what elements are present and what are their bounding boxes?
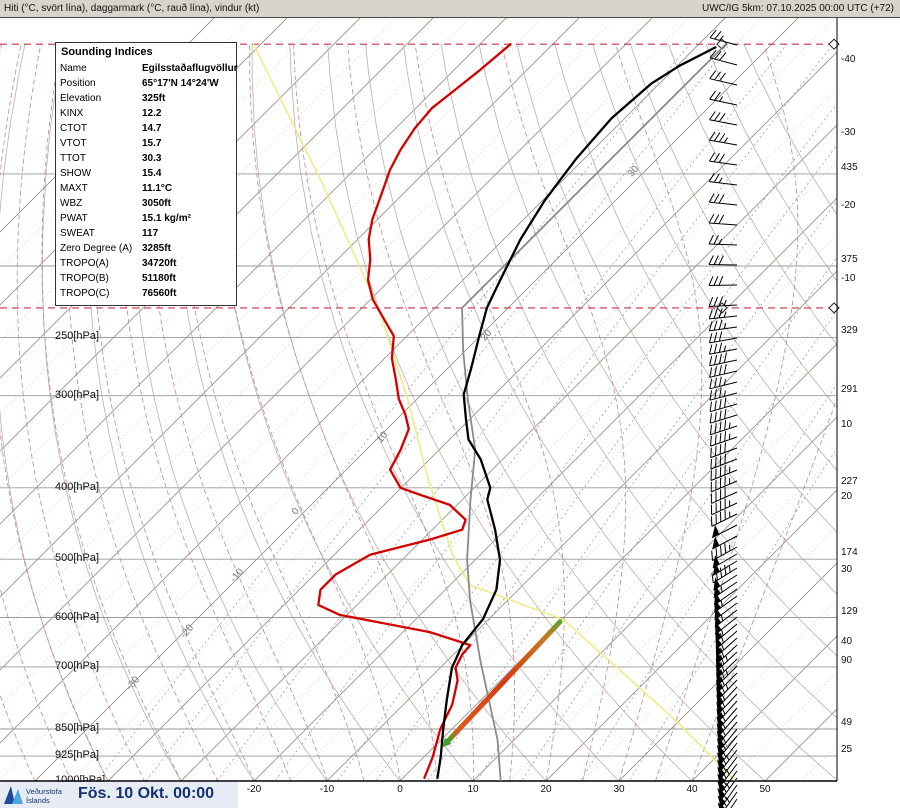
sounding-indices-box: Sounding Indices Name Egilsstaðaflugvöllu… [55,42,238,306]
logo-text-line2: Íslands [26,796,50,805]
standard-atmosphere-curve [461,43,727,781]
index-name: TROPO(C) [60,288,110,299]
index-value: 11.1°C [142,183,173,194]
index-value: 15.4 [142,168,162,179]
index-name: VTOT [60,138,87,149]
index-value: 34720ft [142,258,177,269]
sounding-index-row: Position 65°17'N 14°24'W [60,76,232,91]
index-name: Position [60,78,96,89]
index-name: Zero Degree (A) [60,243,133,254]
sounding-curves [252,43,736,781]
header-model-run-text: UWC/IG 5km: 07.10.2025 00:00 UTC (+72) [701,3,894,14]
index-value: 117 [142,228,159,239]
yellow-reference-curve [252,43,736,781]
index-name: MAXT [60,183,88,194]
sounding-index-row: CTOT 14.7 [60,121,232,136]
logo-triangle-dark [4,786,15,804]
logo-triangle-light [12,789,23,804]
sounding-index-row: VTOT 15.7 [60,136,232,151]
tropopause-diamond-marker [716,302,728,314]
index-name: SHOW [60,168,92,179]
index-value: 12.2 [142,108,162,119]
index-value: 65°17'N 14°24'W [142,78,219,89]
sounding-index-row: TROPO(B) 51180ft [60,271,232,286]
index-name: Name [60,63,87,74]
header-legend-text: Hiti (°C, svört lína), daggarmark (°C, r… [4,3,260,14]
index-value: 15.7 [142,138,162,149]
index-name: Elevation [60,93,102,104]
index-name: SWEAT [60,228,95,239]
index-value: 3285ft [142,243,171,254]
freezing-highlight-curve [445,619,563,744]
sounding-index-row: TTOT 30.3 [60,151,232,166]
sounding-index-row: TROPO(A) 34720ft [60,256,232,271]
sounding-index-row: WBZ 3050ft [60,196,232,211]
index-name: TTOT [60,153,86,164]
sounding-index-row: TROPO(C) 76560ft [60,286,232,301]
index-value: 51180ft [142,273,176,284]
index-value: 76560ft [142,288,177,299]
sounding-indices-title: Sounding Indices [61,46,153,58]
sounding-index-row: Elevation 325ft [60,91,232,106]
index-name: TROPO(A) [60,258,109,269]
dewpoint-curve [317,43,512,779]
temperature-curve [436,46,717,779]
index-value: 325ft [142,93,166,104]
index-name: CTOT [60,123,88,134]
valid-date-label: Fös. 10 Okt. 00:00 [78,785,215,802]
sounding-index-row: MAXT 11.1°C [60,181,232,196]
sounding-index-row: SWEAT 117 [60,226,232,241]
index-name: KINX [60,108,84,119]
met-office-logo: Veðurstofa Íslands [4,786,63,805]
index-name: WBZ [60,198,83,209]
logo-text-line1: Veðurstofa [26,787,63,796]
sounding-index-row: Name Egilsstaðaflugvöllur [60,61,238,76]
highlight-arrowhead [442,737,452,748]
index-value: Egilsstaðaflugvöllur [142,63,238,74]
index-name: TROPO(B) [60,273,109,284]
index-name: PWAT [60,213,88,224]
index-value: 30.3 [142,153,162,164]
index-value: 14.7 [142,123,162,134]
footer-date-strip [0,782,238,808]
index-value: 3050ft [142,198,171,209]
footer-bar: Veðurstofa Íslands Fös. 10 Okt. 00:00 [0,782,900,808]
wind-barb-column [708,29,738,808]
header-bar: Hiti (°C, svört lína), daggarmark (°C, r… [0,0,900,18]
skewt-background-grid [0,18,837,781]
sounding-index-row: SHOW 15.4 [60,166,232,181]
sounding-indices-rows: Name Egilsstaðaflugvöllur Position 65°17'N … [60,61,238,301]
sounding-index-row: PWAT 15.1 kg/m² [60,211,232,226]
sounding-index-row: KINX 12.2 [60,106,232,121]
index-value: 15.1 kg/m² [142,213,191,224]
sounding-index-row: Zero Degree (A) 3285ft [60,241,232,256]
